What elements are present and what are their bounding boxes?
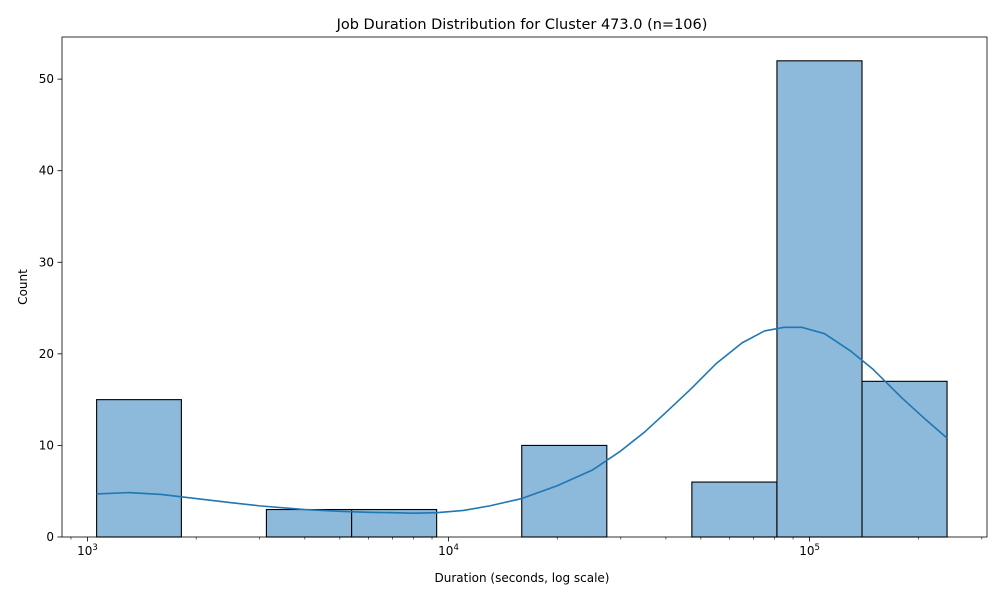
histogram-bar-8 [776, 60, 863, 538]
y-tick-label-0: 0 [46, 530, 54, 544]
histogram-bar-3 [351, 508, 438, 538]
x-tick-label-1: 104 [438, 543, 459, 558]
y-tick-label-3: 30 [39, 255, 54, 269]
x-axis: 103 104 105 [70, 537, 983, 558]
histogram-bar-2 [265, 508, 353, 538]
histogram-bar-7 [691, 481, 778, 538]
x-axis-label: Duration (seconds, log scale) [434, 571, 609, 585]
x-tick-label-0: 103 [77, 543, 98, 558]
y-tick-label-5: 50 [39, 72, 54, 86]
x-tick-label-2: 105 [799, 543, 820, 558]
histogram-bar-0 [96, 399, 182, 538]
histogram-bars [96, 60, 948, 538]
histogram-bar-5 [521, 444, 608, 538]
y-tick-label-2: 20 [39, 347, 54, 361]
y-axis-label: Count [16, 269, 30, 305]
chart-title: Job Duration Distribution for Cluster 47… [336, 17, 708, 33]
y-axis: 0 10 20 30 40 50 [39, 72, 62, 544]
histogram-bar-9 [861, 380, 948, 538]
plot-frame [61, 36, 988, 538]
y-tick-label-4: 40 [39, 164, 54, 178]
y-tick-label-1: 10 [39, 438, 54, 452]
kde-line [96, 326, 948, 514]
kde-layer [96, 326, 948, 514]
